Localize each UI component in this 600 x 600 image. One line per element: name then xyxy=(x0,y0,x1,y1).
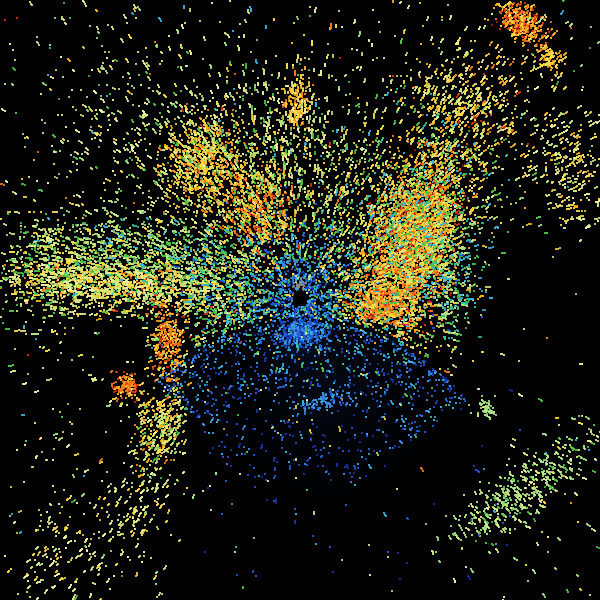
radar-display xyxy=(0,0,600,600)
radar-ppi-clutter-image xyxy=(0,0,600,600)
